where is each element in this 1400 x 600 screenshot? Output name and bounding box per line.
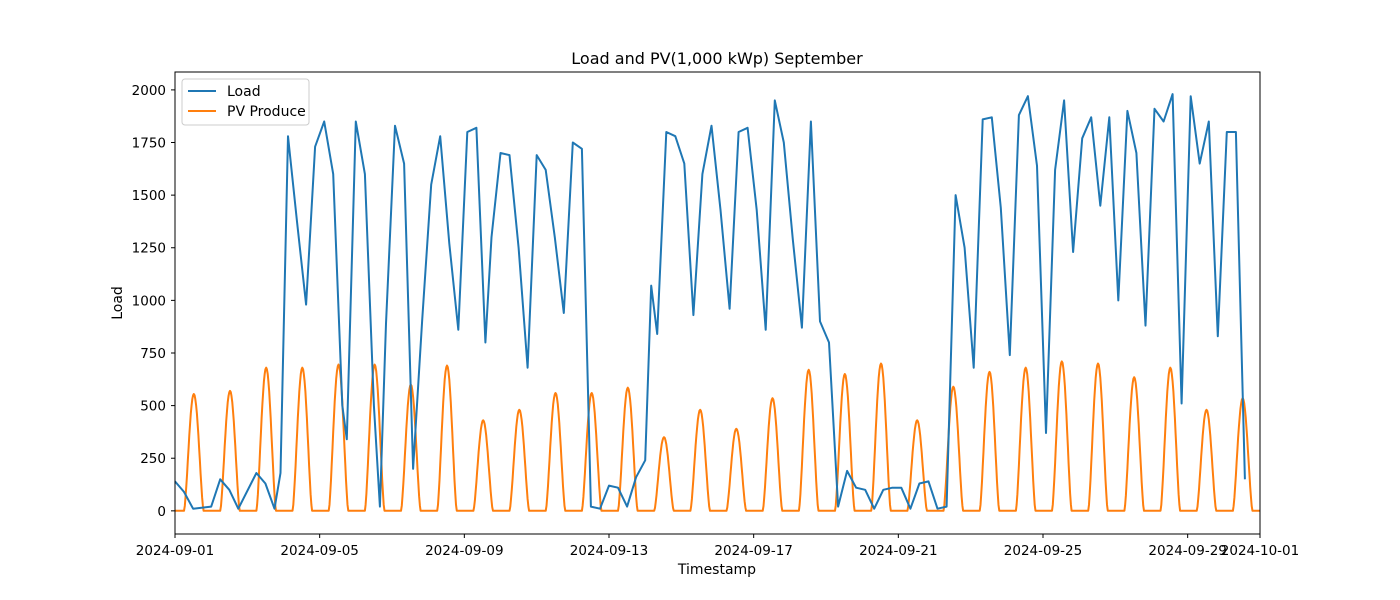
chart-title: Load and PV(1,000 kWp) September [571, 49, 863, 68]
plot-area [174, 93, 1261, 512]
legend-label-pv: PV Produce [227, 104, 306, 120]
legend-label-load: Load [227, 84, 261, 100]
y-tick-label: 1500 [132, 188, 166, 204]
series-line-load [174, 93, 1246, 510]
y-tick-label: 0 [157, 504, 166, 520]
plot-frame [174, 71, 1261, 535]
legend: Load PV Produce [181, 78, 310, 126]
x-axis: 2024-09-01 2024-09-05 2024-09-09 2024-09-13… [136, 534, 1299, 559]
x-tick-label: 2024-09-09 [425, 543, 503, 559]
y-tick-label: 1250 [132, 241, 166, 257]
x-tick-label: 2024-09-17 [714, 543, 792, 559]
x-tick-label: 2024-09-25 [1004, 543, 1082, 559]
series-line-pv-produce [174, 360, 1261, 512]
y-tick-label: 2000 [132, 83, 166, 99]
y-tick-label: 1750 [132, 136, 166, 152]
x-tick-label: 2024-09-29 [1148, 543, 1226, 559]
y-tick-label: 1000 [132, 293, 166, 309]
x-tick-label: 2024-10-01 [1221, 543, 1299, 559]
x-tick-label: 2024-09-01 [136, 543, 214, 559]
y-tick-label: 500 [140, 399, 166, 415]
y-axis: 0 250 500 750 1000 1250 1500 1750 2000 [132, 83, 175, 520]
x-tick-label: 2024-09-13 [570, 543, 648, 559]
x-axis-label: Timestamp [677, 562, 756, 578]
y-tick-label: 250 [140, 451, 166, 467]
y-tick-label: 750 [140, 346, 166, 362]
y-axis-label: Load [110, 286, 126, 320]
x-tick-label: 2024-09-21 [859, 543, 937, 559]
x-tick-label: 2024-09-05 [280, 543, 358, 559]
